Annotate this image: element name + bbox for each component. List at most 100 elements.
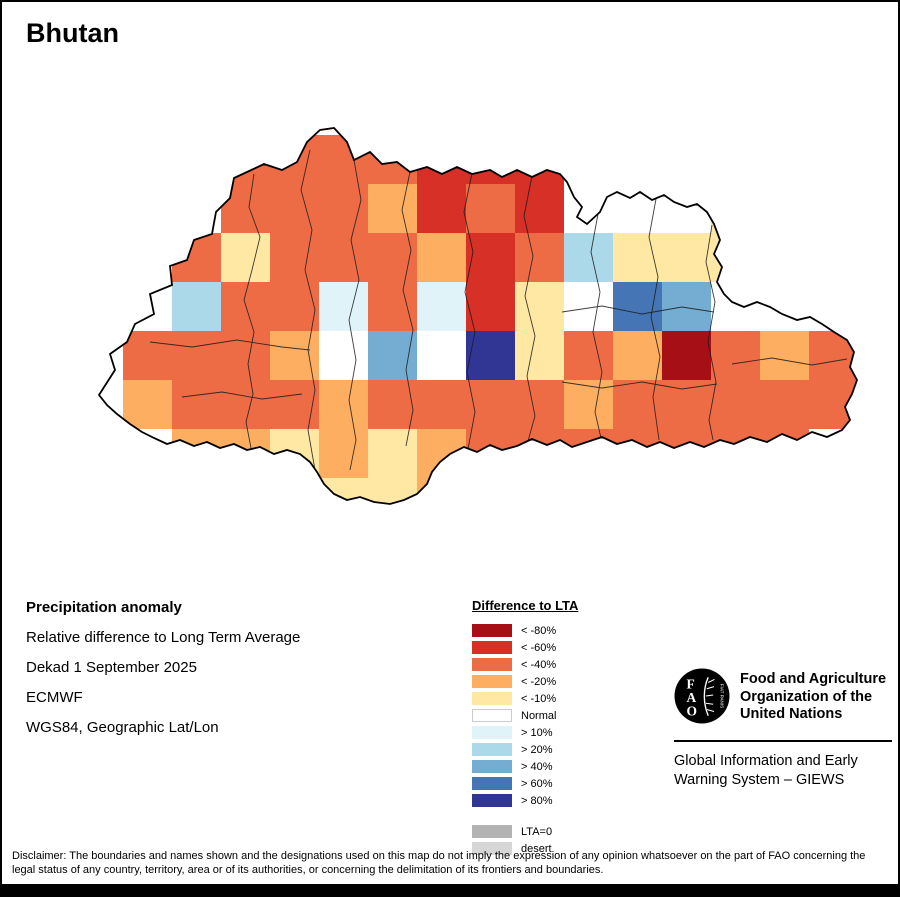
legend-label: < -10% — [521, 692, 557, 705]
grid-cell — [515, 429, 564, 478]
legend-swatch — [472, 641, 512, 654]
legend-label: < -60% — [521, 641, 557, 654]
legend-title: Difference to LTA — [472, 598, 579, 613]
grid-cell — [221, 331, 270, 380]
grid-cell — [466, 331, 515, 380]
legend: Difference to LTA < -80% < -60% < -40% < -2… — [472, 598, 578, 857]
grid-cell — [172, 233, 221, 282]
page-title: Bhutan — [26, 18, 119, 48]
legend-item: LTA=0 — [472, 823, 578, 840]
fao-divider — [674, 740, 892, 742]
grid-cell — [417, 184, 466, 233]
legend-swatch — [472, 624, 512, 637]
grid-cell — [662, 429, 711, 478]
fao-logo-letter-o: O — [686, 704, 696, 719]
grid-cell — [221, 380, 270, 429]
legend-swatch — [472, 692, 512, 705]
info-line-source: ECMWF — [26, 689, 83, 706]
grid-cell — [417, 135, 466, 184]
grid-cell — [809, 331, 857, 380]
grid-cell — [760, 380, 809, 429]
giews-name: Global Information and Early Warning Sys… — [674, 752, 894, 790]
legend-label: < -80% — [521, 624, 557, 637]
legend-swatch — [472, 794, 512, 807]
fao-logo-letter-a: A — [686, 690, 696, 705]
grid-cell — [711, 233, 760, 282]
fao-org-line: United Nations — [740, 706, 843, 722]
grid-cell — [270, 331, 319, 380]
legend-label: > 20% — [521, 743, 553, 756]
grid-cell — [515, 184, 564, 233]
grid-cell — [270, 380, 319, 429]
legend-item: < -20% — [472, 673, 578, 690]
legend-label: < -40% — [521, 658, 557, 671]
bottom-bar — [2, 884, 898, 895]
grid-cell — [172, 331, 221, 380]
grid-cell — [564, 429, 613, 478]
grid-cell — [319, 429, 368, 478]
grid-cell — [760, 331, 809, 380]
grid-cell — [466, 135, 515, 184]
info-line-anomaly: Precipitation anomaly — [26, 599, 182, 616]
grid-cell — [711, 429, 760, 478]
info-line-projection: WGS84, Geographic Lat/Lon — [26, 719, 219, 736]
grid-cell — [319, 184, 368, 233]
info-line-description: Relative difference to Long Term Average — [26, 629, 301, 646]
grid-cell — [564, 380, 613, 429]
grid-cell — [123, 380, 172, 429]
grid-cell — [564, 331, 613, 380]
grid-cell — [466, 184, 515, 233]
legend-item: > 80% — [472, 792, 578, 809]
grid-cell — [368, 184, 417, 233]
grid-cell — [270, 135, 319, 184]
grid-cell — [221, 282, 270, 331]
fao-logo-letter-f: F — [686, 677, 694, 692]
legend-extra-items: LTA=0 desert — [472, 823, 578, 857]
grid-cell — [221, 135, 270, 184]
grid-cell — [662, 282, 711, 331]
grid-cell — [270, 184, 319, 233]
legend-label: Normal — [521, 709, 557, 722]
grid-cell — [221, 233, 270, 282]
fao-logo-icon: F A O FIAT PANIS — [674, 668, 730, 724]
grid-cell — [466, 282, 515, 331]
legend-item: > 40% — [472, 758, 578, 775]
grid-cell — [221, 429, 270, 478]
legend-swatch — [472, 825, 512, 838]
grid-cell — [662, 331, 711, 380]
legend-swatch — [472, 726, 512, 739]
grid-cell — [319, 135, 368, 184]
fao-org-line: Organization of the — [740, 688, 873, 705]
grid-cell — [662, 380, 711, 429]
grid-cell — [319, 380, 368, 429]
legend-item: Normal — [472, 707, 578, 724]
grid-cell — [172, 429, 221, 478]
fao-block: F A O FIAT PANIS Food and Agriculture Or… — [674, 668, 894, 790]
grid-cell — [123, 331, 172, 380]
legend-item: > 10% — [472, 724, 578, 741]
legend-item: > 20% — [472, 741, 578, 758]
grid-cell — [466, 233, 515, 282]
giews-line: Global Information and Early — [674, 753, 858, 769]
legend-swatch — [472, 842, 512, 855]
legend-swatch — [472, 709, 512, 722]
legend-label: > 10% — [521, 726, 553, 739]
grid-cell — [368, 135, 417, 184]
legend-swatch — [472, 743, 512, 756]
country-border — [97, 127, 858, 505]
grid-cell — [417, 233, 466, 282]
grid-cell — [172, 380, 221, 429]
grid-cell — [417, 478, 466, 504]
legend-item: < -80% — [472, 622, 578, 639]
grid-cell — [466, 380, 515, 429]
grid-cell — [613, 331, 662, 380]
legend-label: desert — [521, 842, 552, 855]
legend-label: > 80% — [521, 794, 553, 807]
grid-cell — [319, 233, 368, 282]
wheat-grains-icon — [705, 678, 715, 713]
grid-cell — [613, 233, 662, 282]
legend-label: > 40% — [521, 760, 553, 773]
map-info: Precipitation anomaly Relative differenc… — [26, 599, 300, 749]
legend-items: < -80% < -60% < -40% < -20% < -10% Normal > 10… — [472, 622, 578, 809]
